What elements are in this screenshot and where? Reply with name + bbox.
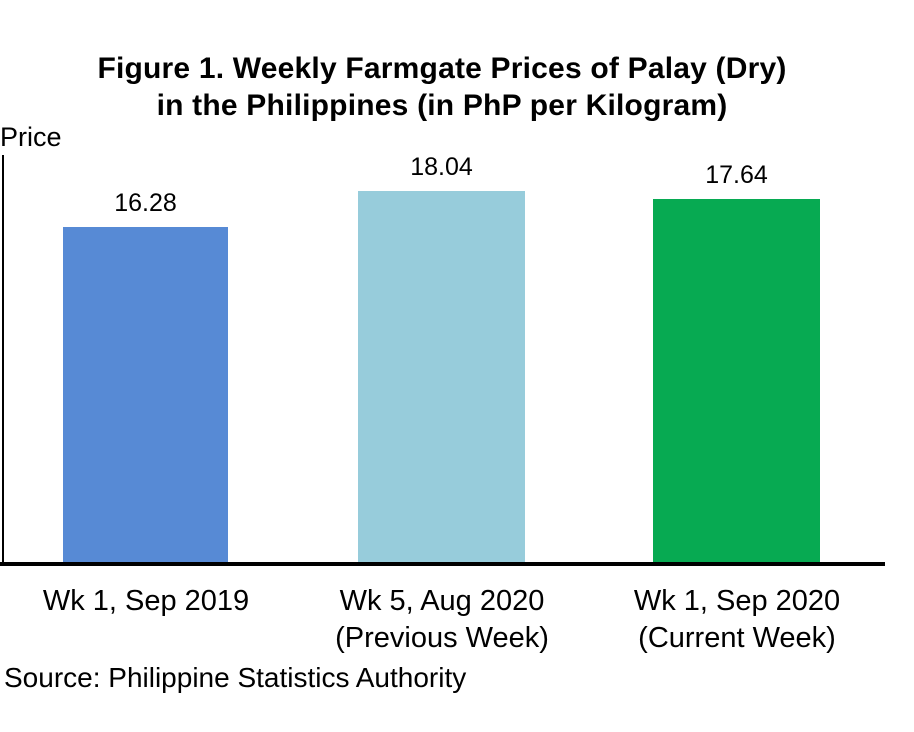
bar-value-label: 17.64 — [705, 161, 768, 189]
bar-wk5-aug-2020 — [358, 191, 525, 562]
category-label-wk5-aug-2020: Wk 5, Aug 2020 (Previous Week) — [302, 583, 582, 657]
category-label-line1: Wk 1, Sep 2020 — [633, 585, 841, 617]
chart-title: Figure 1. Weekly Farmgate Prices of Pala… — [0, 50, 884, 124]
bar-value-label: 16.28 — [114, 189, 177, 217]
chart-title-line2: in the Philippines (in PhP per Kilogram) — [156, 89, 728, 122]
y-axis-label: Price — [0, 122, 62, 152]
category-label-line2: (Current Week) — [638, 622, 836, 654]
category-label-line2: (Previous Week) — [335, 622, 549, 654]
bar-wk1-sep-2019 — [63, 227, 228, 562]
bar-group-wk1-sep-2019: 16.28 — [63, 189, 228, 562]
bar-group-wk5-aug-2020: 18.04 — [358, 153, 525, 562]
category-label-line1: Wk 5, Aug 2020 — [339, 585, 545, 617]
source-note: Source: Philippine Statistics Authority — [4, 662, 467, 693]
category-label-wk1-sep-2019: Wk 1, Sep 2019 — [6, 583, 286, 620]
bar-wk1-sep-2020 — [653, 199, 820, 562]
x-axis-line — [0, 562, 885, 566]
chart-title-line1: Figure 1. Weekly Farmgate Prices of Pala… — [97, 52, 787, 85]
category-label-wk1-sep-2020: Wk 1, Sep 2020 (Current Week) — [597, 583, 877, 657]
bar-value-label: 18.04 — [410, 153, 473, 181]
category-label-line1: Wk 1, Sep 2019 — [42, 585, 250, 617]
y-axis-line — [2, 155, 4, 566]
bar-group-wk1-sep-2020: 17.64 — [653, 161, 820, 562]
